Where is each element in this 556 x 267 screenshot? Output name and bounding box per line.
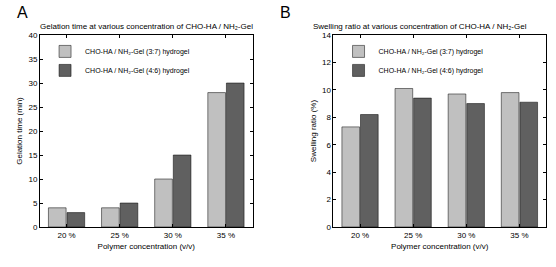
svg-text:20: 20 [28, 127, 37, 136]
svg-text:30: 30 [28, 79, 37, 88]
svg-text:A: A [17, 4, 28, 21]
svg-text:30 %: 30 % [164, 231, 182, 240]
svg-text:10: 10 [322, 86, 331, 95]
svg-text:4: 4 [326, 168, 331, 177]
svg-text:25 %: 25 % [111, 231, 129, 240]
svg-text:6: 6 [326, 141, 331, 150]
svg-text:35 %: 35 % [510, 231, 528, 240]
svg-text:CHO-HA / NH₂-Gel (3:7) hydroge: CHO-HA / NH₂-Gel (3:7) hydrogel [379, 48, 484, 56]
svg-text:Gelation time at various conce: Gelation time at various concentration o… [40, 22, 253, 31]
svg-text:Polymer concentration (v/v): Polymer concentration (v/v) [98, 242, 196, 251]
svg-text:B: B [280, 4, 291, 21]
svg-text:20 %: 20 % [57, 231, 75, 240]
svg-text:35: 35 [28, 55, 37, 64]
svg-text:35 %: 35 % [217, 231, 235, 240]
svg-text:0: 0 [33, 223, 38, 232]
svg-text:40: 40 [28, 31, 37, 40]
svg-text:Polymer concentration (v/v): Polymer concentration (v/v) [391, 242, 489, 251]
svg-text:Gelation time (min): Gelation time (min) [15, 97, 24, 165]
svg-text:CHO-HA / NH₂-Gel (4:6) hydroge: CHO-HA / NH₂-Gel (4:6) hydrogel [85, 67, 190, 75]
svg-text:CHO-HA / NH₂-Gel (3:7) hydroge: CHO-HA / NH₂-Gel (3:7) hydrogel [85, 48, 190, 56]
svg-text:25 %: 25 % [404, 231, 422, 240]
svg-text:2: 2 [326, 195, 331, 204]
svg-text:Swelling ratio (%): Swelling ratio (%) [309, 100, 318, 163]
svg-text:5: 5 [33, 199, 38, 208]
svg-text:14: 14 [322, 31, 331, 40]
svg-text:0: 0 [326, 223, 331, 232]
svg-text:12: 12 [322, 58, 331, 67]
svg-text:10: 10 [28, 175, 37, 184]
svg-text:15: 15 [28, 151, 37, 160]
svg-text:8: 8 [326, 113, 331, 122]
svg-text:Swelling ratio at various conc: Swelling ratio at various concentration … [313, 22, 527, 31]
svg-text:25: 25 [28, 103, 37, 112]
svg-text:30 %: 30 % [457, 231, 475, 240]
svg-text:CHO-HA / NH₂-Gel (4:6) hydroge: CHO-HA / NH₂-Gel (4:6) hydrogel [379, 67, 484, 75]
svg-text:20 %: 20 % [351, 231, 369, 240]
